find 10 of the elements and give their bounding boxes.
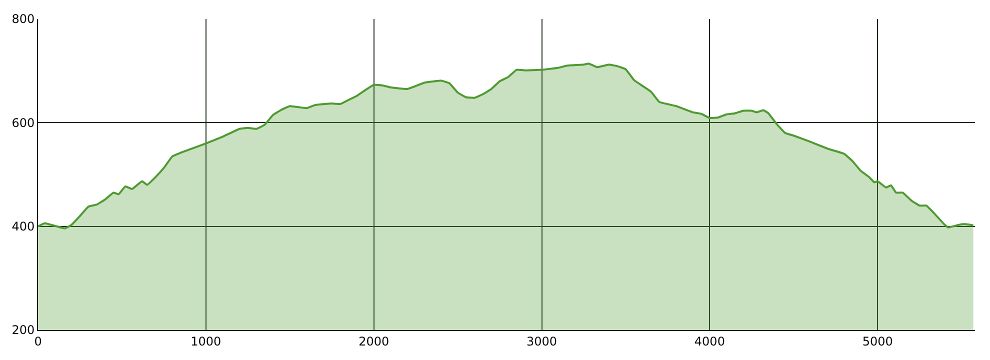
x-tick-label: 3000 (526, 334, 558, 348)
x-tick-label: 4000 (694, 334, 725, 348)
y-tick-label: 200 (12, 323, 35, 338)
y-tick-label: 600 (12, 116, 35, 130)
x-tick-label: 1000 (190, 334, 222, 348)
y-tick-label: 800 (12, 12, 35, 26)
y-tick-label: 400 (12, 220, 35, 234)
x-tick-label: 0 (34, 334, 42, 348)
x-tick-label: 2000 (358, 334, 390, 348)
x-tick-label: 5000 (862, 334, 893, 348)
